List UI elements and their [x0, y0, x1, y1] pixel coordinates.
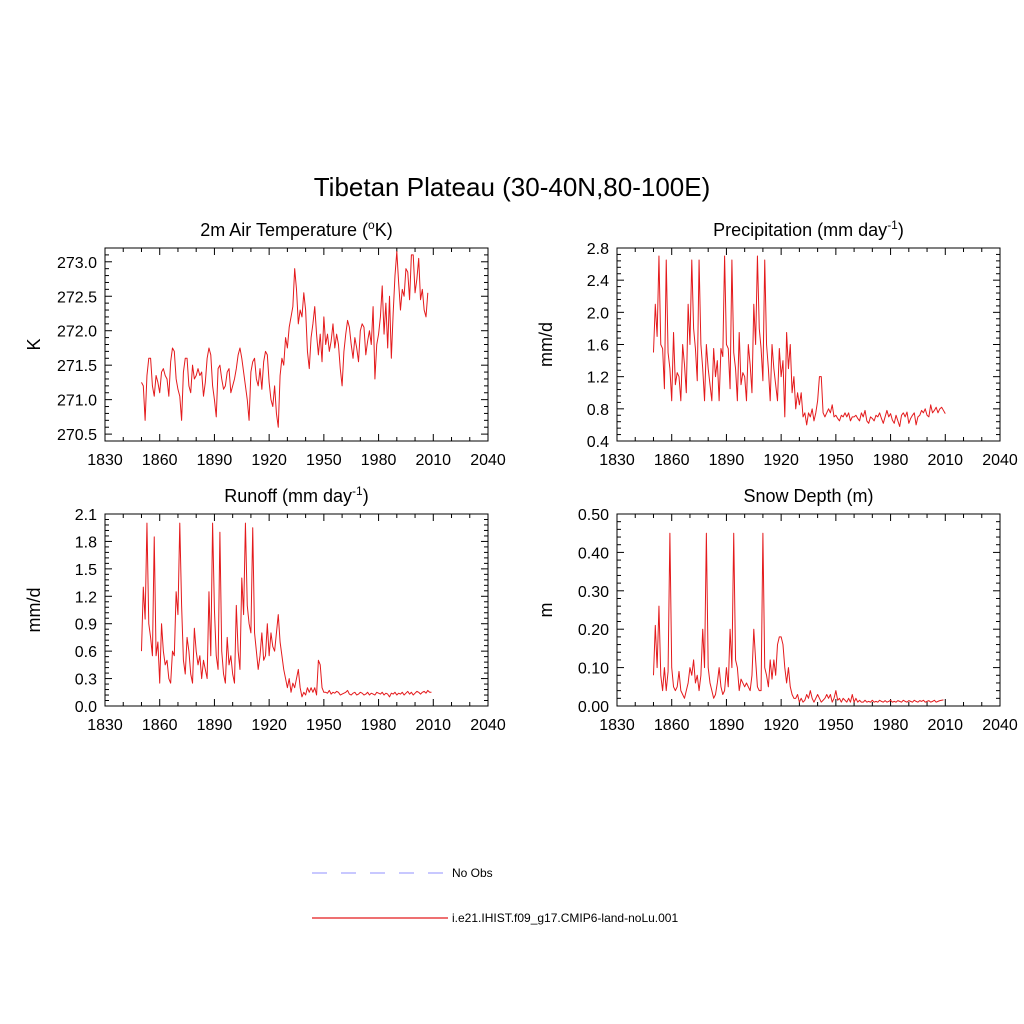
y-tick-label: 272.0 — [57, 324, 97, 341]
panel-title-sup: o — [368, 218, 375, 232]
x-tick-label: 1830 — [599, 452, 635, 469]
y-tick-label: 0.0 — [75, 699, 97, 716]
y-tick-label: 0.30 — [578, 584, 609, 601]
x-tick-label: 1890 — [197, 717, 233, 734]
x-tick-label: 1980 — [873, 452, 909, 469]
legend-item-2: i.e21.IHIST.f09_g17.CMIP6-land-noLu.001 — [312, 911, 678, 925]
panel-title: 2m Air Temperature (oK) — [200, 218, 392, 240]
x-tick-label: 2040 — [982, 452, 1018, 469]
x-tick-label: 1860 — [654, 452, 690, 469]
x-tick-label: 1860 — [142, 452, 178, 469]
main-title: Tibetan Plateau (30-40N,80-100E) — [314, 172, 711, 202]
x-tick-label: 1860 — [142, 717, 178, 734]
y-axis-label: m — [536, 603, 556, 618]
x-tick-label: 1830 — [87, 452, 123, 469]
x-tick-label: 1920 — [251, 717, 287, 734]
panel-title-main: Snow Depth (m) — [743, 486, 873, 506]
panel-title: Precipitation (mm day-1) — [713, 218, 904, 240]
panel-4: Snow Depth (m) 1830 1860 1890 1920 1950 1980 20… — [536, 486, 1018, 734]
y-tick-label: 271.0 — [57, 393, 97, 410]
y-tick-label: 0.9 — [75, 617, 97, 634]
y-tick-label: 0.10 — [578, 661, 609, 678]
legend-item-1: No Obs — [312, 866, 493, 880]
y-tick-label: 0.8 — [587, 402, 609, 419]
x-tick-label: 1920 — [763, 452, 799, 469]
panel-title-tail: K) — [375, 220, 393, 240]
y-tick-label: 272.5 — [57, 289, 97, 306]
panel-2: Precipitation (mm day-1) 1830 1860 1890 1920… — [536, 218, 1018, 469]
x-tick-label: 1860 — [654, 717, 690, 734]
x-tick-label: 2010 — [415, 452, 451, 469]
y-tick-label: 0.4 — [587, 434, 609, 451]
y-tick-label: 2.1 — [75, 507, 97, 524]
series-line-model — [652, 532, 944, 703]
y-tick-label: 2.4 — [587, 273, 609, 290]
x-tick-label: 1890 — [709, 717, 745, 734]
y-tick-label: 0.40 — [578, 545, 609, 562]
y-tick-label: 0.50 — [578, 507, 609, 524]
panel-3: Runoff (mm day-1) 1830 1860 1890 1920 1950 198… — [24, 484, 506, 734]
y-tick-label: 0.20 — [578, 622, 609, 639]
y-tick-label: 2.8 — [587, 241, 609, 258]
x-tick-label: 2010 — [927, 717, 963, 734]
y-tick-label: 2.0 — [587, 305, 609, 322]
y-tick-label: 1.8 — [75, 534, 97, 551]
panel-title-sup: -1 — [352, 484, 363, 498]
y-tick-label: 1.5 — [75, 562, 97, 579]
x-tick-label: 2010 — [927, 452, 963, 469]
panel-title-main: Runoff (mm day — [224, 486, 352, 506]
panel-title: Runoff (mm day-1) — [224, 484, 368, 506]
plot-frame — [104, 247, 489, 442]
y-tick-label: 0.3 — [75, 672, 97, 689]
x-tick-label: 1890 — [709, 452, 745, 469]
plot-frame — [616, 513, 1001, 707]
y-tick-label: 0.6 — [75, 644, 97, 661]
y-axis-label: mm/d — [536, 322, 556, 367]
series-line-model — [652, 255, 946, 428]
y-tick-label: 273.0 — [57, 255, 97, 272]
x-tick-label: 1950 — [818, 452, 854, 469]
legend: No Obs i.e21.IHIST.f09_g17.CMIP6-land-noL… — [312, 866, 678, 925]
x-tick-label: 1980 — [361, 452, 397, 469]
legend-label: No Obs — [452, 866, 493, 880]
x-tick-label: 1980 — [873, 717, 909, 734]
y-tick-label: 0.00 — [578, 699, 609, 716]
y-axis-label: K — [24, 338, 44, 350]
series-line-model — [140, 522, 432, 698]
y-axis-label: mm/d — [24, 588, 44, 633]
panel-title-main: 2m Air Temperature ( — [200, 220, 368, 240]
panels: 2m Air Temperature (oK)1830 1860 1890 1920 1… — [24, 218, 1018, 734]
plot-frame — [104, 513, 489, 707]
x-tick-label: 1920 — [763, 717, 799, 734]
x-tick-label: 2040 — [470, 717, 506, 734]
series-line-model — [141, 250, 429, 428]
y-tick-label: 270.5 — [57, 427, 97, 444]
panel-1: 2m Air Temperature (oK) 1830 1860 1890 1920 1… — [24, 218, 506, 469]
x-tick-label: 2010 — [415, 717, 451, 734]
x-tick-label: 1830 — [87, 717, 123, 734]
x-tick-label: 1830 — [599, 717, 635, 734]
x-tick-label: 2040 — [982, 717, 1018, 734]
x-tick-label: 1950 — [818, 717, 854, 734]
panel-title-main: Precipitation (mm day — [713, 220, 887, 240]
x-tick-label: 1890 — [197, 452, 233, 469]
legend-label: i.e21.IHIST.f09_g17.CMIP6-land-noLu.001 — [452, 911, 678, 925]
y-tick-label: 1.2 — [587, 370, 609, 387]
x-tick-label: 1950 — [306, 717, 342, 734]
panel-title-sup: -1 — [887, 218, 898, 232]
panel-title-tail: ) — [363, 486, 369, 506]
panel-title: Snow Depth (m) — [743, 486, 873, 506]
y-tick-label: 271.5 — [57, 358, 97, 375]
y-tick-label: 1.2 — [75, 589, 97, 606]
x-tick-label: 2040 — [470, 452, 506, 469]
x-tick-label: 1950 — [306, 452, 342, 469]
x-tick-label: 1920 — [251, 452, 287, 469]
y-tick-label: 1.6 — [587, 338, 609, 355]
x-tick-label: 1980 — [361, 717, 397, 734]
panel-title-tail: ) — [898, 220, 904, 240]
